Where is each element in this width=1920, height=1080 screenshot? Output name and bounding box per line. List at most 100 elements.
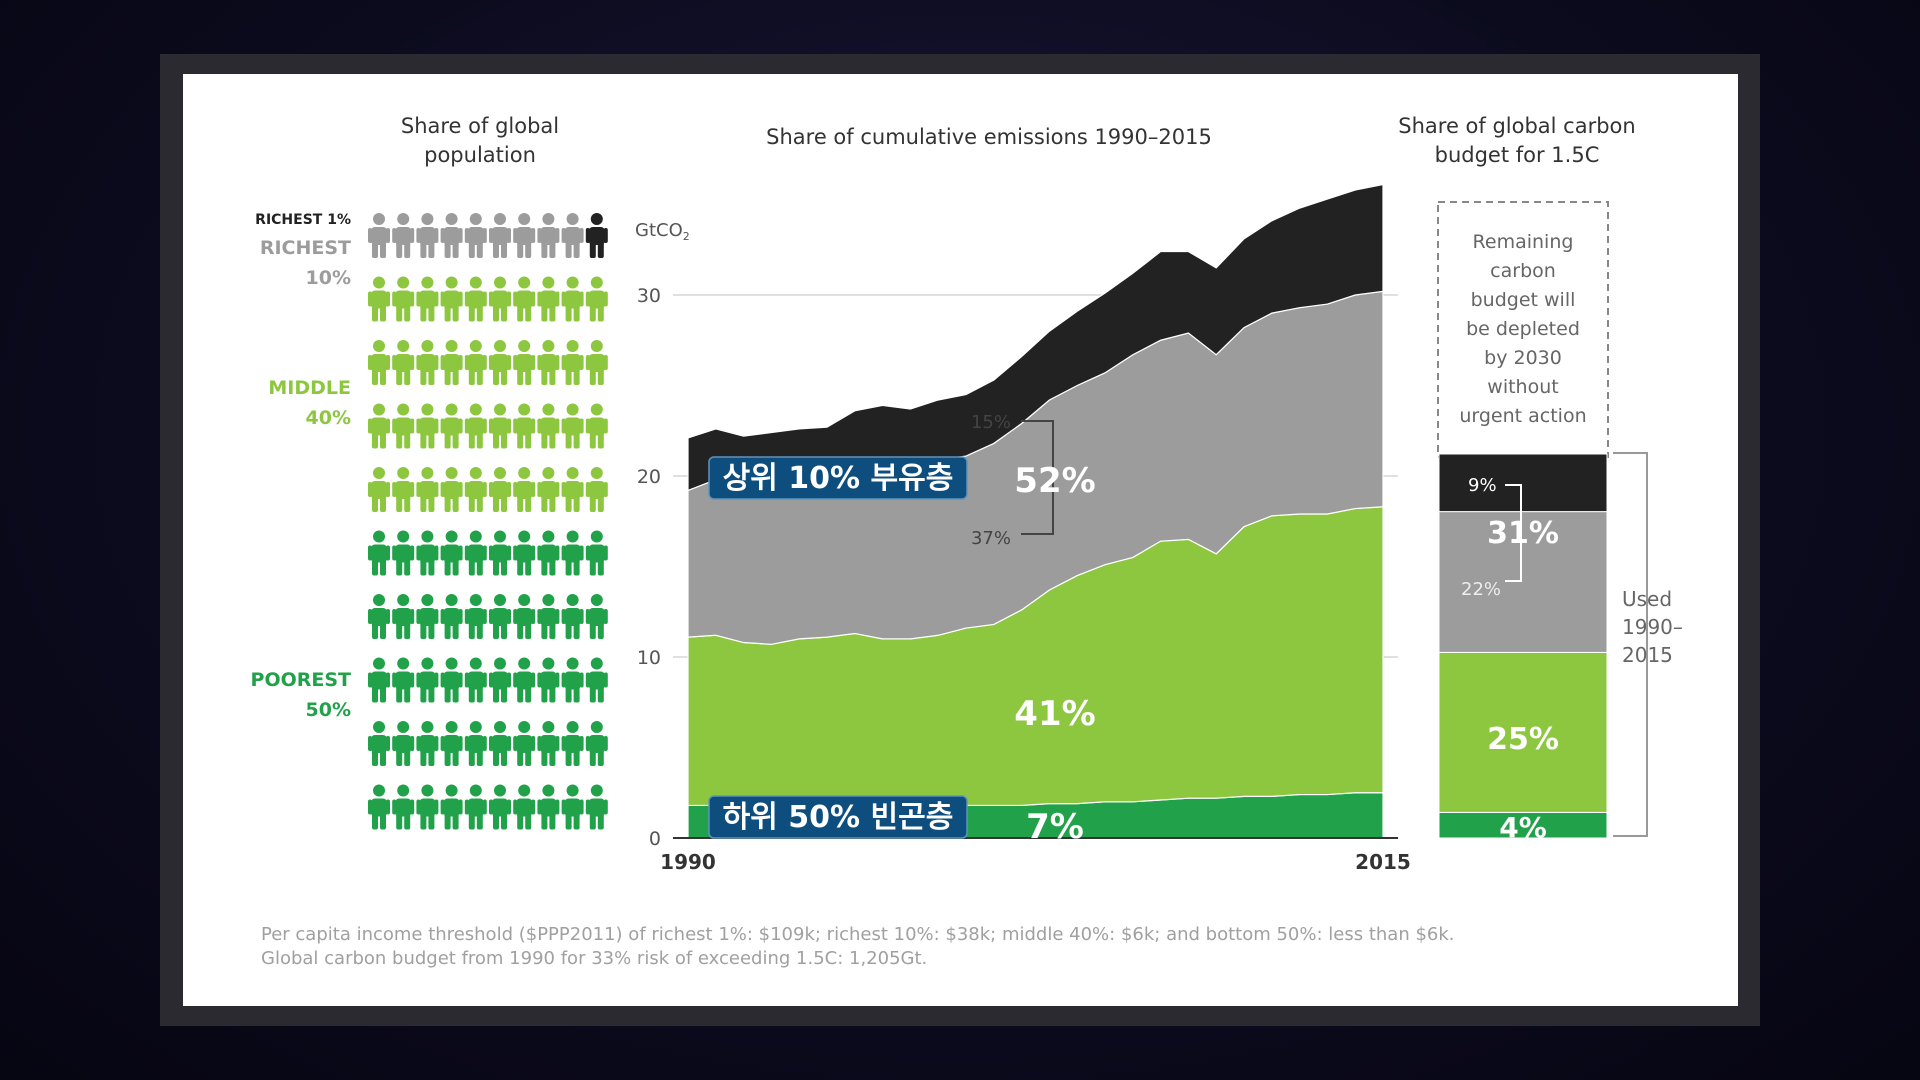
middle-40-label-line-2: 40% [306, 407, 351, 429]
remaining-note-line: budget will [1471, 289, 1576, 311]
richest-10-total-label: 52% [1014, 461, 1095, 501]
person-icon [392, 467, 415, 512]
person-icon [585, 276, 608, 322]
person-icon [537, 657, 560, 703]
used-label-line: Used [1622, 587, 1672, 611]
person-icon [416, 657, 439, 703]
person-icon [464, 530, 487, 576]
person-icon [489, 467, 511, 512]
person-icon [513, 657, 536, 703]
person-icon [585, 721, 608, 766]
person-icon [464, 721, 487, 766]
person-icon [392, 340, 415, 385]
person-icon [537, 403, 560, 449]
person-icon [392, 530, 415, 576]
person-icon [513, 721, 536, 766]
person-icon [368, 594, 390, 639]
budget-header-line-2: budget for 1.5C [1435, 143, 1600, 167]
person-icon [440, 530, 463, 576]
person-icon [513, 530, 536, 576]
person-icon [489, 721, 511, 766]
middle-40-share-label: 41% [1014, 694, 1095, 734]
person-icon [585, 594, 608, 639]
person-icon [440, 657, 463, 703]
richest-1-label: RICHEST 1% [255, 212, 351, 228]
remaining-note-line: Remaining [1473, 231, 1574, 253]
overlay-richest-text: 상위 10% 부유층 [723, 461, 954, 496]
person-icon [368, 657, 390, 703]
richest-10-label-line-2: 10% [306, 267, 351, 289]
y-tick-label: 30 [637, 285, 661, 307]
remaining-note-line: urgent action [1459, 405, 1586, 427]
person-icon [489, 276, 511, 322]
person-icon [464, 340, 487, 385]
person-icon [513, 403, 536, 449]
emissions-header: Share of cumulative emissions 1990–2015 [766, 125, 1212, 149]
budget-richest-10-label: 22% [1461, 579, 1501, 600]
budget-bracket [1505, 484, 1522, 582]
y-tick-label: 10 [637, 647, 661, 669]
richest-10-share-label: 37% [971, 528, 1011, 549]
person-icon [489, 657, 511, 703]
person-icon [513, 784, 536, 830]
person-icon [561, 721, 584, 766]
budget-richest-1-label: 9% [1468, 475, 1497, 496]
person-icon [368, 530, 390, 576]
person-icon [489, 213, 511, 258]
person-icon [489, 340, 511, 385]
person-icon [561, 340, 584, 385]
person-icon [585, 530, 608, 576]
richest-1-share-label: 15% [971, 412, 1011, 433]
person-icon [489, 594, 511, 639]
remaining-note-line: be depleted [1466, 318, 1580, 340]
x-tick-label: 1990 [660, 850, 716, 874]
footnote-line-2: Global carbon budget from 1990 for 33% r… [261, 948, 928, 969]
person-icon [440, 721, 463, 766]
person-icon [537, 530, 560, 576]
budget-stacked-bar [1438, 453, 1608, 839]
y-tick-label: 20 [637, 466, 661, 488]
budget-segment-middle-40 [1438, 651, 1608, 813]
person-icon [368, 213, 390, 258]
person-icon [585, 340, 608, 385]
person-icon [440, 594, 463, 639]
used-label-line: 1990– [1622, 615, 1683, 639]
person-icon [368, 784, 390, 830]
person-icon [440, 467, 463, 512]
person-icon [585, 657, 608, 703]
carbon-inequality-chart: Share of global population Share of cumu… [251, 114, 1683, 874]
budget-segment-poorest-50 [1438, 811, 1608, 839]
poorest-50-share-label: 7% [1026, 807, 1084, 847]
person-icon [416, 213, 439, 258]
person-icon [585, 403, 608, 449]
population-header-line-2: population [424, 143, 536, 167]
person-icon [489, 530, 511, 576]
person-icon [368, 276, 390, 322]
person-icon [537, 467, 560, 512]
person-icon [513, 213, 536, 258]
overlay-richest-badge: 상위 10% 부유층 [708, 456, 968, 500]
person-icon [392, 784, 415, 830]
person-icon [561, 657, 584, 703]
population-header-line-1: Share of global [401, 114, 559, 138]
remaining-budget-note: Remaining carbon budget will be depleted by … [1459, 231, 1586, 427]
used-label-line: 2015 [1622, 643, 1673, 667]
remaining-note-line: by 2030 [1484, 347, 1562, 369]
person-icon [368, 403, 390, 449]
overlay-poorest-text: 하위 50% 빈곤층 [723, 800, 954, 835]
person-icon [489, 784, 511, 830]
person-icon [392, 657, 415, 703]
person-icon [416, 721, 439, 766]
poorest-50-label-line-2: 50% [306, 699, 351, 721]
person-icon [416, 784, 439, 830]
person-icon [368, 467, 390, 512]
person-icon [561, 530, 584, 576]
person-icon [392, 721, 415, 766]
person-icon [561, 403, 584, 449]
person-icon [464, 403, 487, 449]
budget-middle-40-label: 25% [1487, 722, 1559, 757]
x-tick-label: 2015 [1355, 850, 1411, 874]
person-icon [440, 276, 463, 322]
person-icon [392, 276, 415, 322]
person-icon [416, 340, 439, 385]
